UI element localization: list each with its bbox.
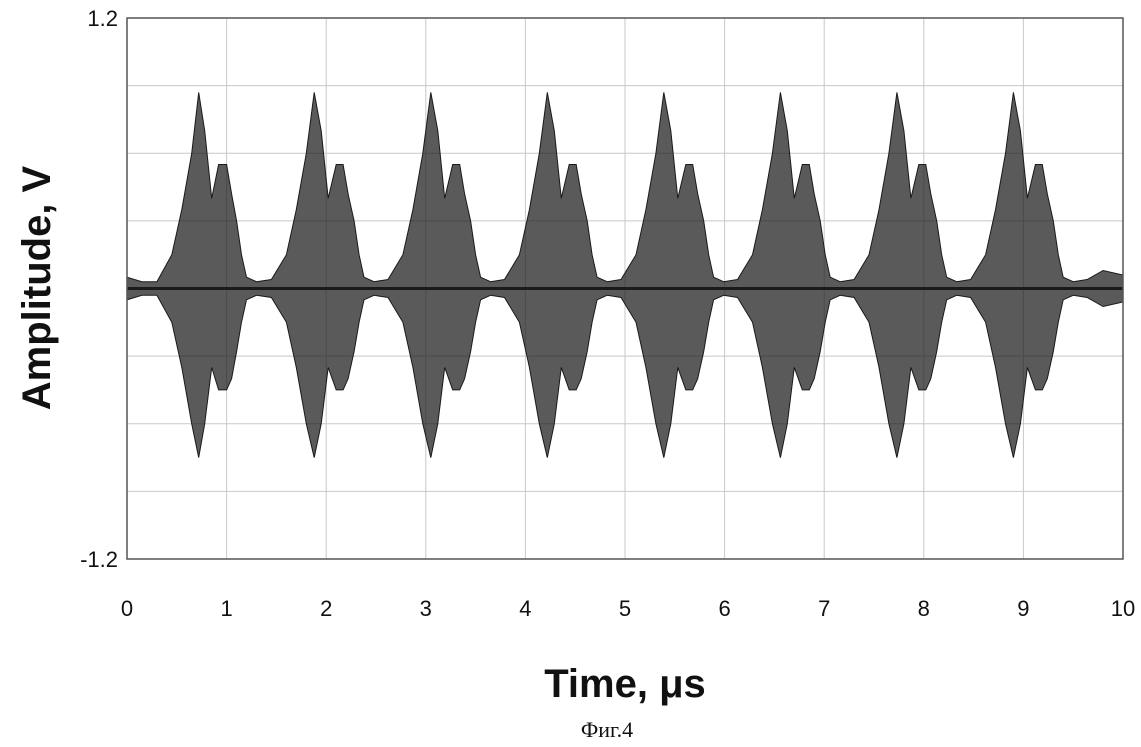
x-tick-label: 2 [320,596,332,621]
x-tick-label: 0 [121,596,133,621]
x-tick-label: 7 [818,596,830,621]
x-axis-title: Time, μs [544,662,706,706]
x-tick-label: 4 [519,596,531,621]
y-tick-labels: 1.2 -1.2 [80,6,118,572]
x-tick-label: 8 [918,596,930,621]
x-tick-label: 10 [1111,596,1135,621]
y-tick-label: 1.2 [87,6,118,31]
y-tick-label: -1.2 [80,547,118,572]
x-tick-label: 6 [718,596,730,621]
x-tick-label: 1 [220,596,232,621]
x-tick-label: 9 [1017,596,1029,621]
y-axis-title: Amplitude, V [15,165,59,410]
x-tick-label: 3 [420,596,432,621]
figure-caption: Фиг.4 [581,717,633,742]
x-tick-label: 5 [619,596,631,621]
x-tick-labels: 0 1 2 3 4 5 6 7 8 9 10 [121,596,1135,621]
